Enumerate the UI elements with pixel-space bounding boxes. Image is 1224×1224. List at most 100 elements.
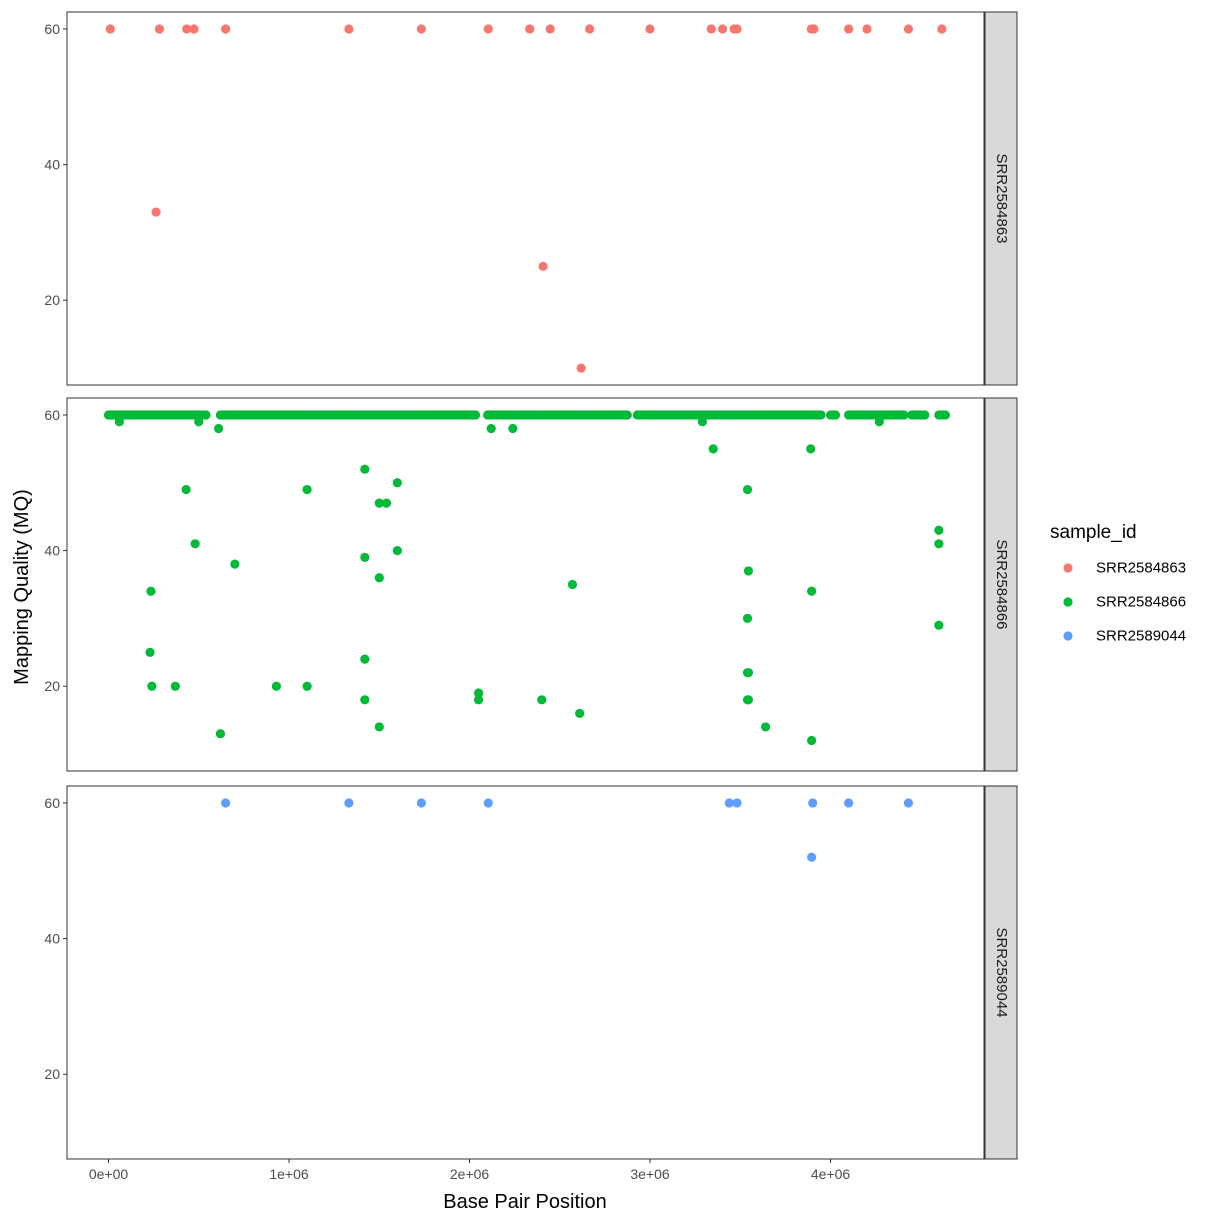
data-point: [381, 498, 392, 508]
y-tick-label: 60: [44, 21, 60, 37]
data-point: [508, 423, 518, 434]
data-point: [934, 620, 944, 630]
data-point: [271, 681, 281, 691]
y-tick-label: 40: [44, 931, 60, 947]
data-point: [221, 24, 231, 34]
y-tick-label: 40: [44, 543, 60, 559]
data-point: [844, 24, 854, 34]
data-point: [344, 24, 354, 34]
facet-strip-label: SRR2584863: [993, 153, 1010, 243]
data-point: [360, 695, 370, 705]
legend-label: SRR2589044: [1096, 628, 1186, 645]
data-point: [189, 24, 199, 34]
data-point: [392, 545, 402, 556]
data-point: [182, 24, 192, 34]
data-point: [170, 681, 180, 691]
data-point: [538, 261, 548, 271]
facet-strip-label: SRR2584866: [993, 539, 1010, 629]
data-point: [302, 681, 312, 691]
legend-key: [1063, 597, 1073, 607]
data-point: [416, 24, 427, 34]
facet-strip-label: SRR2589044: [993, 927, 1010, 1017]
data-point: [374, 722, 384, 732]
data-point: [899, 410, 909, 420]
data-point: [844, 798, 854, 808]
data-point: [360, 464, 370, 474]
data-point: [920, 410, 930, 420]
data-point: [201, 410, 211, 420]
data-point: [732, 24, 742, 34]
data-point: [585, 24, 595, 34]
facet-strip: [984, 397, 1018, 772]
data-point: [708, 444, 718, 454]
x-axis: 0e+00 1e+06 2e+06 3e+06 4e+06: [89, 1159, 850, 1182]
data-point: [151, 207, 161, 217]
data-point: [483, 24, 493, 34]
data-point: [717, 24, 728, 34]
data-point: [816, 410, 826, 420]
legend-title: sample_id: [1050, 522, 1137, 543]
data-point: [874, 417, 884, 427]
data-point: [645, 24, 655, 34]
data-point: [214, 423, 224, 434]
facet-panels: SRR2584863204060SRR2584866204060SRR25890…: [44, 11, 1018, 1160]
data-point: [576, 363, 586, 373]
facet-panel: SRR2589044 20 40 60: [44, 785, 1018, 1160]
data-point: [221, 798, 231, 808]
data-point: [194, 417, 204, 427]
data-point: [473, 695, 484, 705]
y-tick-label: 60: [44, 407, 60, 423]
data-point: [807, 735, 817, 746]
data-point: [937, 24, 947, 34]
data-point: [374, 498, 384, 508]
data-point: [732, 798, 742, 808]
data-point: [545, 24, 555, 34]
data-point: [374, 573, 384, 583]
data-point: [807, 586, 817, 596]
data-point: [934, 525, 944, 535]
x-tick-label: 0e+00: [89, 1166, 129, 1182]
data-point: [537, 695, 547, 705]
data-point: [302, 484, 312, 495]
facet-strip: [984, 11, 1018, 386]
legend-key: [1063, 631, 1073, 641]
data-point: [567, 579, 578, 590]
data-point: [114, 417, 124, 427]
data-point: [483, 798, 493, 808]
y-tick-label: 20: [44, 292, 60, 308]
data-point: [575, 708, 585, 718]
data-point: [190, 539, 200, 549]
panel-border: [66, 11, 985, 386]
data-point: [146, 586, 156, 596]
y-axis-title: Mapping Quality (MQ): [11, 489, 33, 685]
facet-panel: SRR2584866 20 40 60: [44, 397, 1018, 772]
data-point: [706, 24, 716, 34]
data-point: [903, 798, 914, 808]
data-point: [830, 410, 841, 420]
x-tick-label: 3e+06: [630, 1166, 670, 1182]
data-point: [622, 410, 632, 420]
data-point: [360, 552, 370, 562]
data-point: [806, 444, 816, 454]
data-point: [105, 24, 115, 34]
legend-label: SRR2584863: [1096, 560, 1186, 577]
data-point: [145, 647, 155, 657]
y-tick-label: 60: [44, 795, 60, 811]
legend-key: [1063, 563, 1073, 573]
x-tick-label: 1e+06: [269, 1166, 309, 1182]
data-point: [344, 798, 354, 808]
data-point: [760, 722, 771, 732]
data-point: [473, 688, 484, 698]
data-point: [154, 24, 165, 34]
data-point: [181, 484, 191, 495]
data-point: [416, 798, 427, 808]
data-point: [809, 24, 819, 34]
data-point: [743, 695, 754, 705]
data-point: [392, 478, 402, 488]
data-point: [215, 729, 226, 739]
data-point: [360, 654, 370, 664]
legend: sample_id SRR2584863 SRR2584866 SRR2589044: [1050, 522, 1186, 645]
legend-label: SRR2584866: [1096, 594, 1186, 611]
data-point: [934, 539, 944, 549]
data-point: [486, 423, 496, 434]
